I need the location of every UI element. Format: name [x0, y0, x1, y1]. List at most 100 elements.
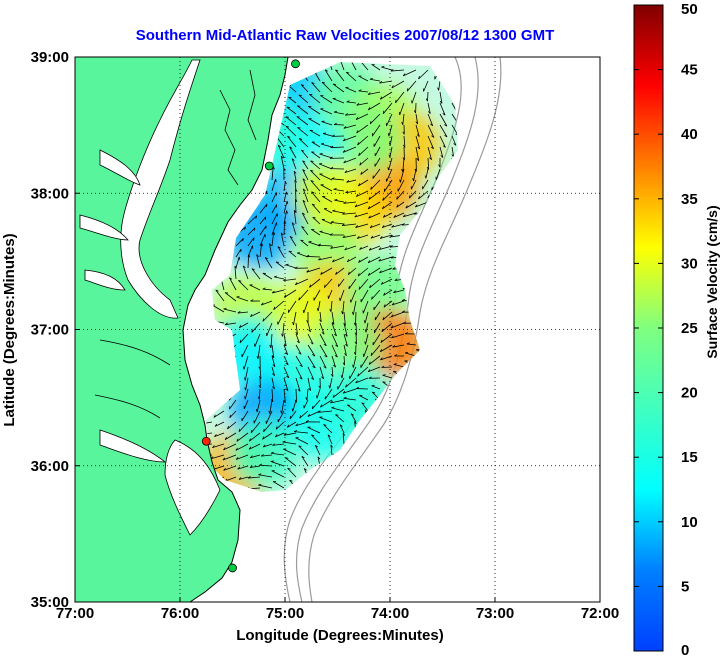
velocity-arrow [381, 322, 393, 333]
velocity-arrow [331, 355, 336, 368]
velocity-arrow [223, 443, 237, 451]
velocity-arrow [308, 106, 321, 115]
velocity-arrow [373, 300, 381, 311]
velocity-arrow-head [238, 256, 241, 260]
velocity-arrow-head [238, 280, 242, 282]
velocity-arrow-head [310, 180, 314, 182]
velocity-arrow [427, 135, 434, 149]
velocity-arrow [356, 190, 369, 197]
velocity-arrow [247, 237, 255, 247]
velocity-arrow-head [323, 424, 327, 426]
velocity-arrow [297, 127, 309, 137]
velocity-arrow-head [316, 395, 318, 399]
velocity-arrow [298, 94, 309, 104]
velocity-arrow [295, 437, 309, 445]
velocity-arrow [320, 184, 333, 192]
velocity-arrow-head [381, 66, 385, 68]
velocity-arrow-head [272, 386, 275, 390]
velocity-arrow-head [390, 234, 393, 238]
velocity-arrow [296, 116, 309, 126]
velocity-arrow [250, 311, 261, 318]
velocity-arrow-head [273, 275, 278, 278]
velocity-arrow [261, 454, 273, 457]
velocity-arrow [400, 168, 405, 183]
velocity-arrow [320, 95, 333, 104]
velocity-arrow-head [333, 110, 337, 113]
velocity-arrow-head [341, 311, 344, 315]
velocity-arrow [324, 69, 333, 82]
radar-sites [201, 59, 300, 573]
velocity-arrow [234, 265, 237, 280]
velocity-arrow-head [244, 396, 246, 400]
velocity-arrow [368, 212, 381, 219]
velocity-arrow-head [437, 87, 440, 91]
velocity-arrow [238, 280, 249, 291]
velocity-arrow [259, 225, 267, 236]
velocity-arrow [357, 366, 369, 377]
velocity-arrow-head [358, 183, 361, 187]
velocity-arrow-head [364, 329, 367, 333]
velocity-arrow-head [356, 102, 360, 106]
velocity-arrow-head [387, 133, 390, 137]
velocity-arrow [393, 289, 405, 294]
velocity-arrow [301, 226, 309, 236]
colorbar-label: Surface Velocity (cm/s) [704, 205, 720, 358]
velocity-arrow [331, 344, 338, 358]
velocity-arrow-head [214, 434, 217, 437]
velocity-arrow-head [283, 278, 287, 281]
velocity-arrow [307, 322, 311, 332]
velocity-arrow [283, 448, 297, 456]
velocity-arrow-head [251, 329, 253, 333]
velocity-arrow-head [319, 153, 323, 155]
velocity-arrow [332, 98, 345, 104]
velocity-arrow [225, 476, 237, 482]
velocity-arrow-head [401, 298, 405, 301]
velocity-arrow [343, 333, 348, 347]
velocity-arrow-head [429, 157, 432, 160]
velocity-arrow [343, 355, 346, 366]
velocity-arrow-head [264, 216, 267, 220]
velocity-arrow [237, 311, 249, 314]
velocity-arrow [298, 445, 309, 456]
velocity-arrow-head [371, 296, 373, 300]
velocity-arrow-head [275, 179, 277, 183]
velocity-arrow [427, 113, 434, 126]
velocity-arrow [399, 102, 405, 116]
velocity-arrow-head [298, 94, 302, 97]
x-tick-label: 77:00 [56, 605, 94, 622]
velocity-arrow-head [289, 146, 293, 149]
velocity-arrow [266, 322, 273, 337]
velocity-arrow [249, 284, 261, 291]
velocity-arrow [283, 191, 287, 203]
velocity-arrow-head [250, 455, 253, 459]
velocity-arrow [357, 234, 369, 239]
velocity-arrow [277, 246, 285, 258]
velocity-arrow [330, 222, 345, 225]
velocity-arrow [295, 333, 300, 344]
velocity-arrow [343, 397, 357, 401]
velocity-arrow [319, 311, 322, 322]
velocity-arrow-head [294, 179, 297, 183]
velocity-arrow [297, 105, 309, 115]
velocity-arrow-head [427, 194, 430, 198]
velocity-arrow [355, 322, 357, 336]
velocity-arrow [291, 158, 297, 170]
velocity-arrow [368, 91, 381, 95]
velocity-arrow [332, 388, 345, 398]
velocity-arrow-head [382, 197, 384, 201]
velocity-arrow-head [212, 445, 215, 448]
velocity-arrow-head [356, 386, 360, 389]
velocity-arrow [321, 219, 333, 225]
velocity-arrow-head [285, 125, 290, 128]
velocity-arrow [343, 322, 348, 337]
velocity-arrow [331, 407, 345, 412]
velocity-arrow [334, 199, 345, 203]
velocity-arrow-head [354, 204, 358, 208]
velocity-arrow-head [299, 364, 303, 368]
velocity-arrow-head [299, 138, 303, 140]
velocity-arrow-head [439, 100, 443, 104]
map-area [75, 57, 600, 602]
velocity-arrow-head [296, 340, 300, 344]
velocity-arrow-head [333, 187, 337, 190]
velocity-arrow [389, 135, 393, 146]
